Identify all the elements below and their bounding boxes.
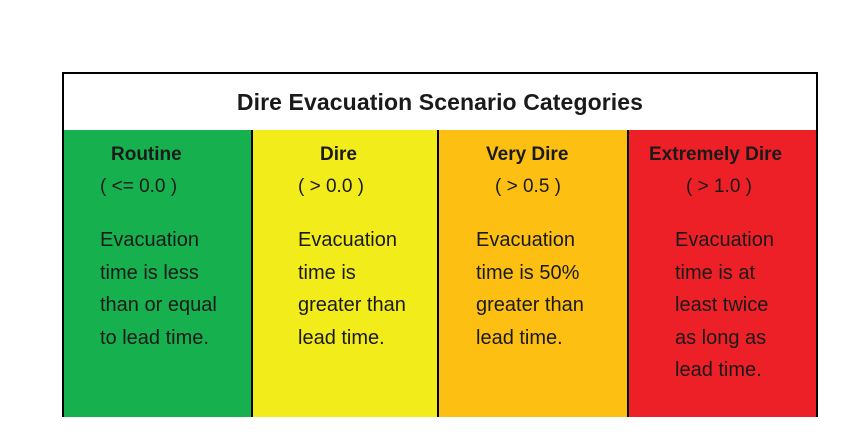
- category-table: Dire Evacuation Scenario Categories Rout…: [62, 72, 818, 417]
- category-columns: Routine ( <= 0.0 ) Evacuation time is le…: [64, 130, 816, 417]
- description-line: Evacuation: [100, 229, 199, 251]
- description-line: least twice: [675, 294, 769, 316]
- category-name: Routine: [111, 144, 182, 165]
- description-line: lead time.: [675, 359, 762, 381]
- table-title: Dire Evacuation Scenario Categories: [236, 88, 644, 115]
- category-description: Evacuation time is greater than lead tim…: [298, 224, 406, 354]
- category-description: Evacuation time is 50% greater than lead…: [476, 224, 584, 354]
- description-line: Evacuation: [675, 229, 774, 251]
- description-line: to lead time.: [100, 326, 209, 349]
- description-line: as long as: [675, 326, 767, 349]
- category-dire: Dire ( > 0.0 ) Evacuation time is greate…: [251, 130, 437, 417]
- category-extremely-dire: Extremely Dire ( > 1.0 ) Evacuation time…: [627, 130, 816, 417]
- description-line: lead time.: [476, 326, 563, 349]
- table-title-bar: Dire Evacuation Scenario Categories: [64, 74, 816, 132]
- description-line: greater than: [476, 294, 584, 316]
- category-description: Evacuation time is at least twice as lon…: [675, 224, 774, 387]
- description-line: time is: [298, 261, 356, 284]
- description-line: time is at: [675, 261, 756, 284]
- category-name: Dire: [320, 144, 357, 165]
- description-line: than or equal: [100, 294, 217, 316]
- description-line: Evacuation: [298, 229, 397, 251]
- description-line: time is 50%: [476, 261, 580, 284]
- category-name: Extremely Dire: [649, 144, 783, 165]
- category-routine: Routine ( <= 0.0 ) Evacuation time is le…: [64, 130, 251, 417]
- description-line: Evacuation: [476, 229, 575, 251]
- description-line: time is less: [100, 261, 199, 284]
- category-description: Evacuation time is less than or equal to…: [100, 224, 217, 354]
- category-threshold: ( > 0.5 ): [495, 176, 561, 197]
- category-very-dire: Very Dire ( > 0.5 ) Evacuation time is 5…: [437, 130, 627, 417]
- description-line: lead time.: [298, 326, 385, 349]
- category-threshold: ( > 1.0 ): [686, 176, 752, 197]
- category-threshold: ( <= 0.0 ): [100, 176, 178, 197]
- description-line: greater than: [298, 294, 406, 316]
- category-threshold: ( > 0.0 ): [298, 176, 364, 197]
- category-name: Very Dire: [486, 144, 569, 165]
